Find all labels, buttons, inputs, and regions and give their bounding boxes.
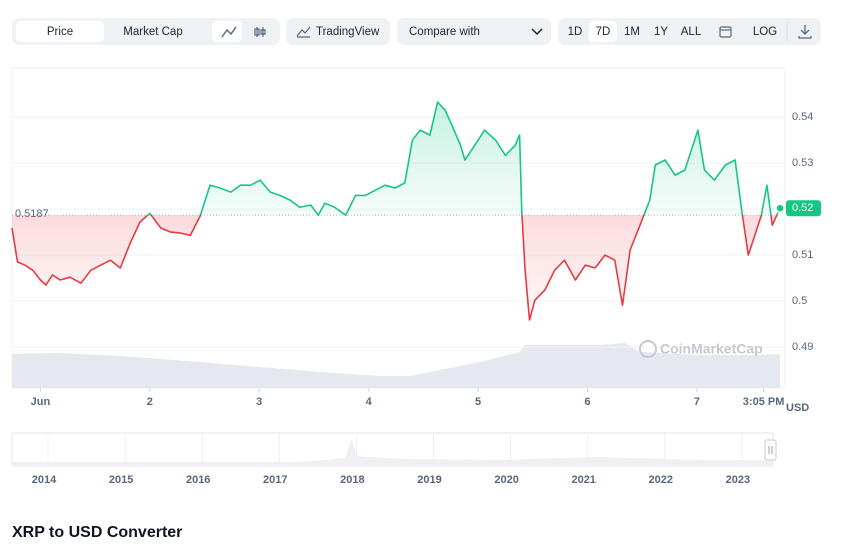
watermark-logo [639,340,657,358]
line-chart-button[interactable] [212,21,242,42]
x-tick-label: 3 [256,396,262,408]
market-cap-tab-label[interactable]: Market Cap [123,26,182,38]
handle-grip [768,446,773,454]
y-tick-label: 0.5 [792,295,807,307]
last-price-tag [786,200,821,217]
range-button[interactable]: 1Y [654,26,668,38]
toolbar: Price Market Cap TradingView Compare wit… [12,18,821,45]
y-tick-label: 0.54 [792,111,813,123]
range-button[interactable]: ALL [681,26,702,38]
navigator-year: 2019 [417,474,441,486]
navigator-year: 2015 [109,474,133,486]
dropdown-arrow [531,28,543,36]
navigator-year: 2017 [263,474,287,486]
x-tick-label: 5 [475,396,481,408]
x-tick-label: 4 [366,396,373,408]
navigator-years: 2014 2015 2016 2017 2018 2019 2020 2021 2022 2023 [32,433,750,486]
y-unit: USD [786,402,809,414]
navigator-year: 2014 [32,474,57,486]
download-icon[interactable] [798,25,812,39]
range-group [558,18,821,45]
navigator-year: 2020 [494,474,518,486]
watermark: CoinMarketCap [660,341,763,357]
tradingview-label[interactable]: TradingView [316,26,380,38]
navigator-year: 2016 [186,474,210,486]
last-point [775,203,785,213]
y-tick-label: 0.51 [792,249,813,261]
active-range[interactable] [589,21,617,42]
x-tick-label: 3:05 PM [743,396,785,408]
volume-area [12,343,780,388]
x-tick-label: Jun [31,396,51,408]
compare-label[interactable]: Compare with [409,26,480,38]
x-tick-label: 2 [147,396,153,408]
candle-icon[interactable] [254,27,266,37]
price-area [12,102,780,320]
last-price-label: 0.52 [792,202,813,214]
navigator-year: 2023 [726,474,750,486]
line-icon [221,26,237,38]
ranges: 1D 7D 1M 1Y ALL [568,26,702,38]
x-tick-label: 7 [694,396,700,408]
compare-dropdown[interactable] [397,18,551,45]
price-tab-label[interactable]: Price [47,26,73,38]
converter-title: XRP to USD Converter [12,524,182,541]
navigator-year: 2021 [571,474,595,486]
range-button[interactable]: 1M [624,26,640,38]
y-tick-label: 0.53 [792,157,813,169]
navigator-handle[interactable] [764,439,777,461]
plot: 0.49 0.5 0.51 0.52 0.53 0.54 USD Jun 2 3 4 5 6 7 3:05 … [11,101,821,414]
x-tick-label: 6 [584,396,590,408]
price-tab[interactable] [16,21,104,42]
range-button[interactable]: 7D [596,26,611,38]
price-line [11,101,781,321]
navigator-year: 2018 [340,474,364,486]
range-button[interactable]: 1D [568,26,583,38]
navigator-area [12,438,773,466]
y-tick-label: 0.49 [792,341,813,353]
tradingview-button[interactable] [286,18,390,45]
calendar-icon[interactable] [719,26,732,38]
tradingview-icon [296,26,311,38]
log-button[interactable]: LOG [753,26,777,38]
navigator-year: 2022 [649,474,673,486]
